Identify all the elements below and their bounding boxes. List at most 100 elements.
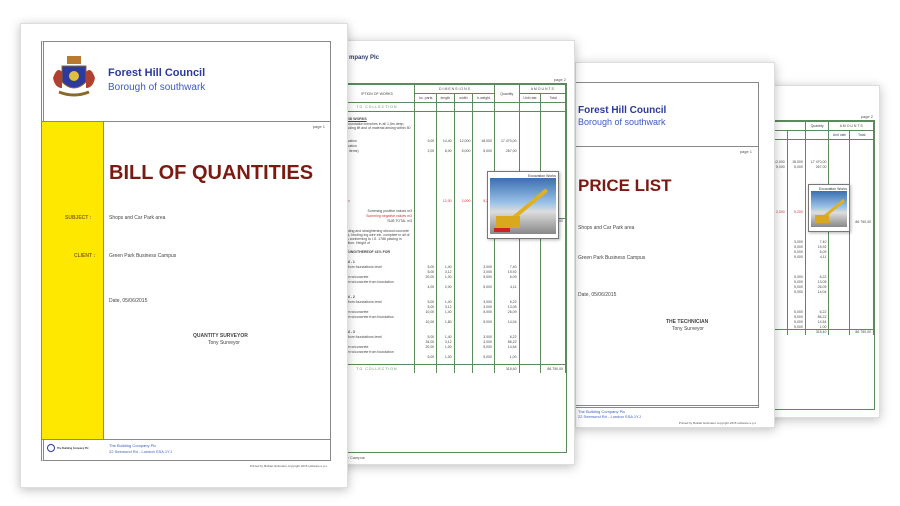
cell bbox=[828, 174, 851, 180]
cell-value bbox=[453, 354, 474, 360]
text-row: DEM - 2 bbox=[339, 294, 566, 300]
cell bbox=[453, 153, 474, 159]
cell bbox=[453, 111, 474, 117]
cell bbox=[436, 116, 455, 122]
col-total: Total bbox=[540, 93, 566, 103]
cell bbox=[786, 189, 806, 195]
person-name: Tony Surveyor bbox=[208, 340, 240, 346]
cell-value: 3,000 bbox=[786, 239, 806, 245]
cell bbox=[849, 169, 874, 175]
cell bbox=[828, 169, 851, 175]
cell-value: 5,000 bbox=[786, 164, 806, 170]
cell-value bbox=[828, 289, 851, 295]
cell bbox=[540, 344, 566, 350]
cell bbox=[540, 294, 566, 300]
cell bbox=[518, 153, 542, 159]
subject-value: Shops and Car Park area bbox=[578, 225, 635, 231]
cell-value bbox=[453, 264, 474, 270]
cell bbox=[518, 299, 542, 305]
footer-divider bbox=[576, 405, 759, 406]
cell bbox=[518, 269, 542, 275]
cell bbox=[453, 163, 474, 169]
cell bbox=[849, 229, 874, 235]
cell bbox=[518, 319, 542, 325]
cell-value bbox=[849, 274, 874, 280]
excavation-photo: Excavation Works bbox=[487, 171, 559, 239]
cell bbox=[786, 149, 806, 155]
col-width: width bbox=[453, 93, 474, 103]
col-amounts: A M O U N T S bbox=[828, 121, 874, 131]
cell bbox=[849, 149, 874, 155]
cell bbox=[518, 349, 542, 355]
cell-value bbox=[849, 164, 874, 170]
footer-divider bbox=[41, 439, 331, 440]
cell bbox=[786, 269, 806, 275]
cell bbox=[849, 299, 874, 305]
cell-value: 5,000 bbox=[453, 148, 474, 154]
excavation-photo: Excavation Works bbox=[808, 184, 850, 232]
footer-total-value bbox=[518, 364, 542, 373]
cell bbox=[518, 304, 542, 310]
cell-value bbox=[828, 254, 851, 260]
cell-value bbox=[828, 284, 851, 290]
cell bbox=[518, 254, 542, 260]
cell bbox=[540, 349, 566, 355]
cell-value bbox=[436, 314, 455, 320]
cell-value bbox=[849, 309, 874, 315]
cell bbox=[453, 158, 474, 164]
cell bbox=[436, 183, 455, 189]
cell bbox=[453, 208, 474, 214]
cell-value: 1,40 bbox=[436, 309, 455, 315]
cell-value bbox=[453, 269, 474, 275]
table-row: 10cm w/concrete 10,00 1,40 5,000 26,09 bbox=[339, 309, 566, 315]
footer-total-value: 86 750,00 bbox=[849, 329, 874, 335]
cell bbox=[453, 294, 474, 300]
cell-value bbox=[518, 148, 542, 154]
footer-logo-text: The Building Company Plc bbox=[57, 446, 89, 450]
table-row: 10cm w/concrete from foundation bbox=[339, 314, 566, 320]
footer-total-value bbox=[828, 329, 851, 335]
cell-value: 1,80 bbox=[436, 319, 455, 325]
blank-row bbox=[339, 359, 566, 365]
cell-value bbox=[828, 274, 851, 280]
client-label: CLIENT : bbox=[74, 253, 96, 259]
cell-value bbox=[849, 279, 874, 285]
photo-caption: Excavation Works bbox=[819, 187, 847, 191]
cell bbox=[436, 153, 455, 159]
cell bbox=[786, 234, 806, 240]
cell bbox=[828, 179, 851, 185]
cell-value: 1,40 bbox=[436, 334, 455, 340]
cell-value: 5,200 bbox=[786, 209, 806, 215]
cell-value bbox=[828, 159, 851, 165]
cell-value: 5,000 bbox=[786, 249, 806, 255]
cell bbox=[518, 158, 542, 164]
footer-total-row: TO COLLECTION 315,40 86 750,00 bbox=[339, 364, 566, 373]
cell bbox=[453, 359, 474, 365]
cell-value: 2,000 bbox=[453, 198, 474, 204]
cell bbox=[849, 139, 874, 145]
subheader-row: no. parts length width h.weight Unit rate Tot… bbox=[340, 93, 566, 103]
cell bbox=[786, 299, 806, 305]
cell bbox=[518, 329, 542, 335]
cell bbox=[518, 163, 542, 169]
back-page: page 2 Quantity A M O U N T S Unit rate Tot… bbox=[762, 85, 880, 418]
cell bbox=[518, 102, 542, 112]
cell bbox=[849, 174, 874, 180]
cell bbox=[493, 102, 520, 112]
cell bbox=[828, 294, 851, 300]
page-label: page 1 bbox=[739, 149, 752, 154]
cell bbox=[786, 199, 806, 205]
cell-value: 5,000 bbox=[786, 324, 806, 330]
table-row: ther items) 2,00 6,00 5,000 5,000 267,00 bbox=[339, 148, 566, 154]
cell bbox=[540, 289, 566, 295]
table-row: 5,000 13,05 bbox=[763, 279, 874, 285]
description-text: bonding and straightening ofwood concret… bbox=[339, 228, 415, 245]
table-row: ing/from foundations level 5,00 1,40 3,000 6… bbox=[339, 334, 566, 340]
cell bbox=[413, 121, 438, 134]
cell-value bbox=[786, 219, 806, 225]
cell bbox=[540, 309, 566, 315]
cell bbox=[849, 224, 874, 230]
text-row: DEM - 3 bbox=[339, 329, 566, 335]
cell bbox=[786, 179, 806, 185]
